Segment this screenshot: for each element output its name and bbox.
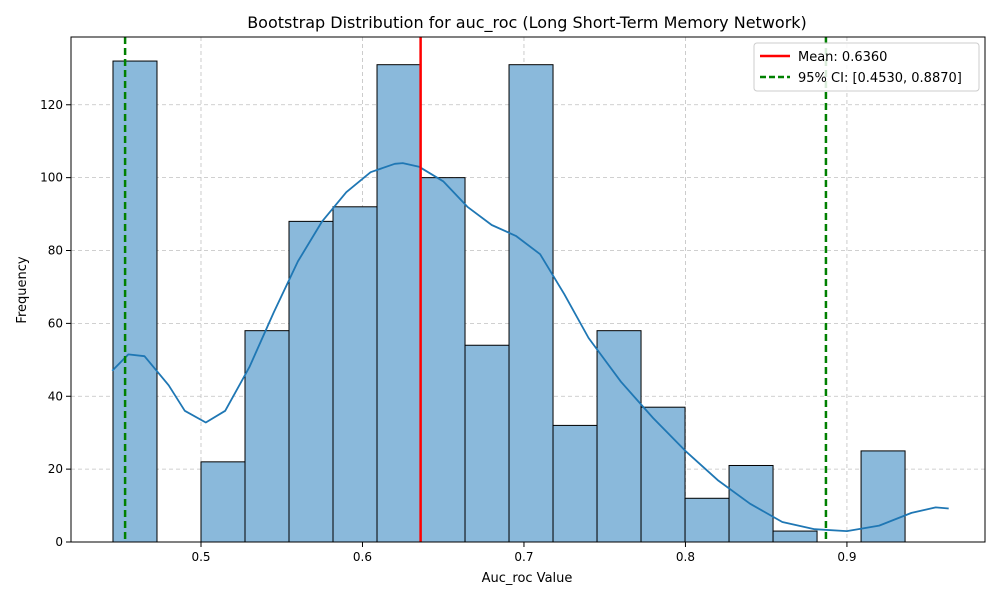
x-tick-label: 0.8 — [676, 550, 695, 564]
histogram-bar — [332, 206, 378, 543]
x-tick-label: 0.9 — [837, 550, 856, 564]
histogram-bar — [552, 424, 598, 543]
kde-curve — [111, 162, 949, 532]
x-tick-label: 0.7 — [514, 550, 533, 564]
legend-mean-label: Mean: 0.6360 — [798, 50, 887, 65]
histogram-bar — [420, 177, 466, 543]
kde-layer — [111, 162, 949, 532]
histogram-bar — [464, 344, 510, 543]
y-axis-ticks: 0 20 40 60 80 100 120 — [40, 98, 71, 549]
histogram-bar — [244, 330, 290, 543]
y-axis-label: Frequency — [15, 256, 30, 323]
histogram-bar — [640, 406, 686, 543]
y-tick-label: 0 — [55, 535, 63, 549]
reference-lines — [123, 37, 828, 542]
histogram-bar — [112, 60, 158, 543]
histogram-bar — [772, 530, 818, 543]
x-axis-label: Auc_roc Value — [482, 571, 573, 586]
histogram-bar — [200, 461, 246, 543]
histogram-bars — [112, 60, 906, 543]
histogram-bar — [596, 330, 642, 543]
y-tick-label: 120 — [40, 98, 63, 112]
histogram-bar — [288, 220, 334, 543]
plot-frame — [70, 36, 986, 543]
chart-title: Bootstrap Distribution for auc_roc (Long… — [247, 13, 807, 33]
x-tick-label: 0.6 — [353, 550, 372, 564]
y-tick-label: 100 — [40, 171, 63, 185]
x-tick-label: 0.5 — [191, 550, 210, 564]
histogram-bar — [376, 64, 422, 543]
x-axis-ticks: 0.5 0.6 0.7 0.8 0.9 — [191, 542, 856, 564]
y-tick-label: 40 — [48, 389, 63, 403]
legend-box — [753, 42, 980, 92]
histogram-bar — [508, 64, 554, 543]
legend: Mean: 0.6360 95% CI: [0.4530, 0.8870] — [753, 42, 980, 92]
y-tick-label: 20 — [48, 462, 63, 476]
legend-ci-label: 95% CI: [0.4530, 0.8870] — [798, 71, 962, 86]
y-tick-label: 80 — [48, 244, 63, 258]
histogram-bar — [684, 497, 730, 543]
y-tick-label: 60 — [48, 316, 63, 330]
